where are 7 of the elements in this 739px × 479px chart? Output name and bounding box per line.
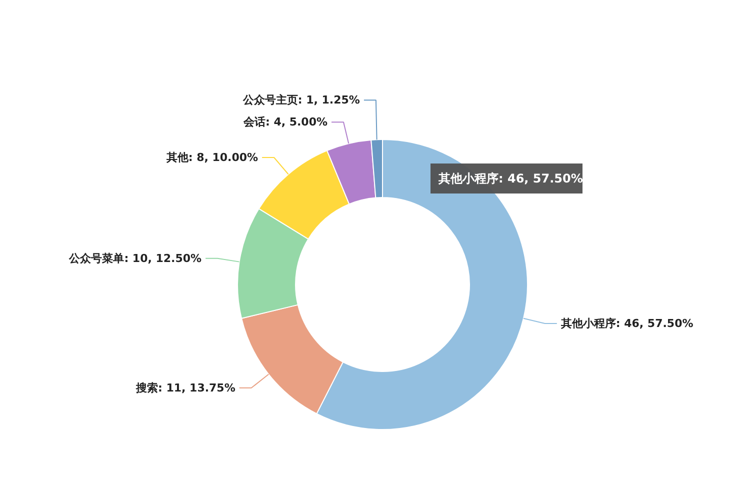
slice-label: 其他小程序: 46, 57.50%	[560, 316, 694, 330]
slice-label: 会话: 4, 5.00%	[242, 116, 328, 129]
slice-label: 搜索: 11, 13.75%	[134, 381, 236, 394]
slice-label: 公众号菜单: 10, 12.50%	[68, 252, 202, 265]
slice-label: 公众号主页: 1, 1.25%	[242, 94, 360, 107]
text: 其他小程序: 46, 57.50%	[438, 172, 583, 186]
slice-label: 其他: 8, 10.00%	[165, 151, 258, 164]
